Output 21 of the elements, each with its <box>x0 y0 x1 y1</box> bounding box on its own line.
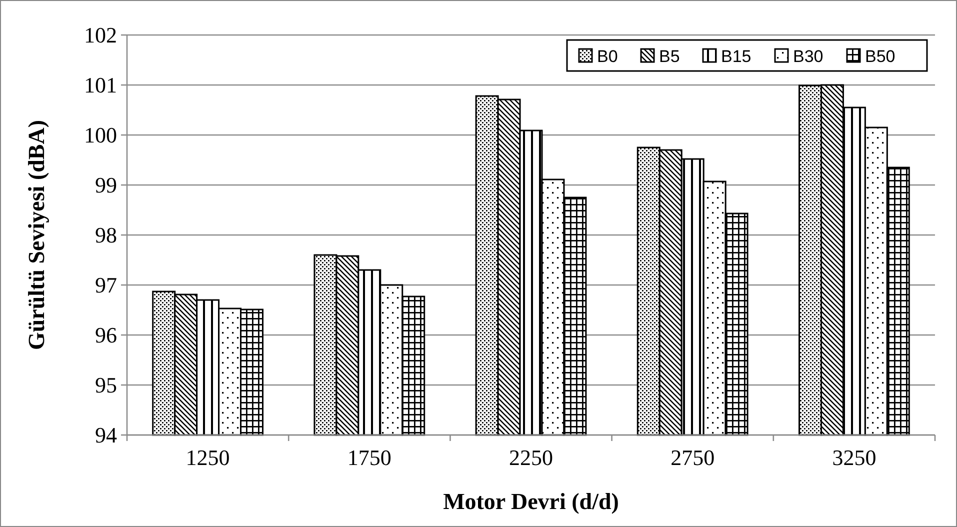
x-tick-label: 3250 <box>832 445 876 470</box>
x-axis-title: Motor Devri (d/d) <box>443 489 619 514</box>
legend-label: B30 <box>793 46 824 66</box>
legend-label: B5 <box>659 46 680 66</box>
legend-label: B15 <box>721 46 752 66</box>
y-tick-label: 97 <box>95 272 117 298</box>
x-tick-label: 2750 <box>670 445 715 470</box>
y-tick-label: 94 <box>95 422 117 448</box>
x-tick-label: 1750 <box>347 445 392 470</box>
y-tick-label: 100 <box>84 122 117 148</box>
legend-label: B0 <box>597 46 618 66</box>
y-tick-label: 102 <box>84 22 117 48</box>
x-tick-label: 1250 <box>186 445 230 470</box>
y-tick-label: 101 <box>84 72 117 98</box>
y-tick-label: 96 <box>95 322 117 348</box>
x-tick-label: 2250 <box>509 445 553 470</box>
y-tick-label: 95 <box>95 372 117 398</box>
y-tick-label: 98 <box>95 222 117 248</box>
y-axis-title: Gürültü Seviyesi (dBA) <box>24 120 49 350</box>
y-tick-label: 99 <box>95 172 117 198</box>
legend-label: B50 <box>865 46 896 66</box>
